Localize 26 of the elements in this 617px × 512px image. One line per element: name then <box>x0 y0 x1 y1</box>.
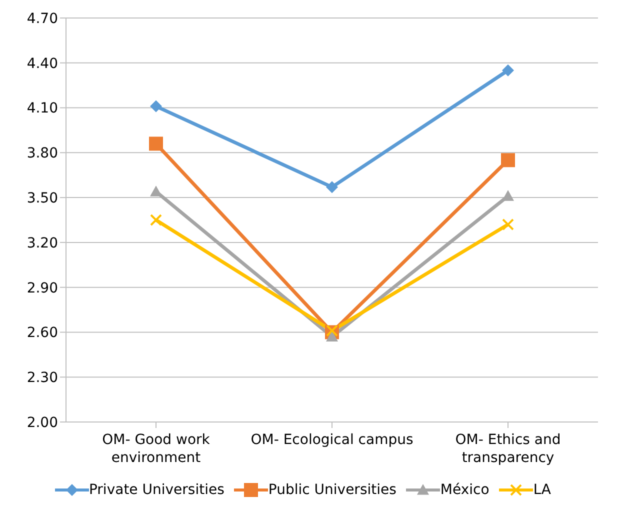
point <box>501 153 515 168</box>
y-tick-label: 2.30 <box>26 370 58 386</box>
point <box>502 218 514 230</box>
legend-label: Public Universities <box>267 482 396 498</box>
y-tick-label: 4.70 <box>26 10 58 27</box>
y-tick-label: 4.40 <box>26 56 58 72</box>
legend-label: LA <box>532 482 552 498</box>
point <box>149 136 163 151</box>
point <box>150 100 162 112</box>
point <box>326 181 338 194</box>
y-tick-label: 2.00 <box>26 414 58 431</box>
y-tick-label: 4.10 <box>26 100 58 117</box>
x-tick-label: OM- Ecological campus <box>250 432 414 448</box>
point <box>502 64 514 76</box>
point <box>326 330 338 342</box>
point <box>150 214 162 226</box>
legend-label: Private Universities <box>88 482 224 498</box>
y-tick-label: 2.90 <box>26 280 58 296</box>
y-tick-label: 3.80 <box>26 146 58 162</box>
legend-label: México <box>439 482 490 498</box>
x-tick-label: OM- Good work environment <box>102 432 211 466</box>
y-tick-label: 3.50 <box>26 190 58 207</box>
y-tick-label: 2.60 <box>26 325 58 342</box>
x-tick-label: OM- Ethics and transparency <box>455 432 561 466</box>
point <box>326 324 338 337</box>
y-tick-label: 3.20 <box>26 235 58 252</box>
